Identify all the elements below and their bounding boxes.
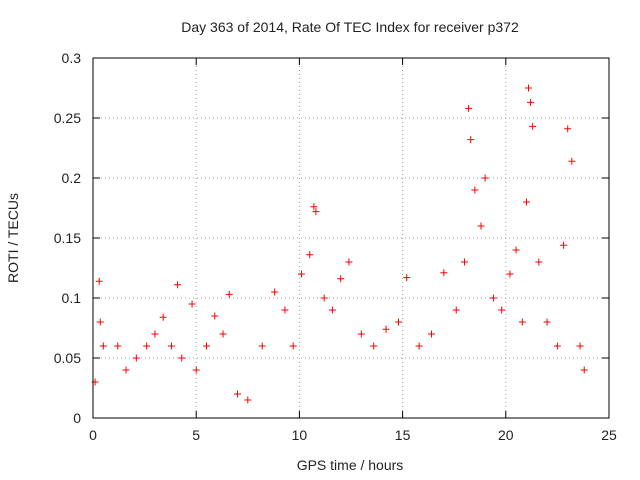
data-point [271,288,279,296]
data-point [320,294,328,302]
axis-ticks: 0 5 10 15 20 25 0 0.05 0.1 0.15 0.2 0.25 0.3 [54,50,617,443]
data-point [310,203,318,211]
data-point [96,318,104,326]
data-point [394,318,402,326]
data-point [529,122,537,130]
data-point [312,208,320,216]
data-point [370,342,378,350]
data-point [99,342,107,350]
x-tick-label: 25 [601,427,617,443]
y-tick-label: 0 [73,410,81,426]
x-tick-label: 5 [192,427,200,443]
data-point [281,306,289,314]
data-point [143,342,151,350]
data-point [522,198,530,206]
data-point [306,251,314,259]
data-point [527,98,535,106]
data-point [525,84,533,92]
data-point [440,269,448,277]
data-points [91,84,588,404]
data-point [178,354,186,362]
data-point [568,157,576,165]
data-point [553,342,561,350]
y-tick-label: 0.1 [62,290,82,306]
data-point [132,354,140,362]
data-point [167,342,175,350]
data-point [465,104,473,112]
data-point [328,306,336,314]
data-point [95,277,103,285]
y-tick-label: 0.2 [62,170,82,186]
data-point [258,342,266,350]
data-point [297,270,305,278]
data-point [512,246,520,254]
data-point [244,396,252,404]
y-tick-label: 0.15 [54,230,81,246]
data-point [114,342,122,350]
data-point [192,366,200,374]
data-point [576,342,584,350]
data-point [151,330,159,338]
data-point [518,318,526,326]
data-point [564,125,572,133]
data-point [382,325,390,333]
data-point [471,186,479,194]
plot-frame [92,57,610,419]
data-point [415,342,423,350]
data-point [219,330,227,338]
data-point [467,136,475,144]
x-axis-label: GPS time / hours [297,457,404,473]
y-tick-label: 0.3 [62,50,82,66]
data-point [159,313,167,321]
data-point [357,330,365,338]
x-tick-label: 0 [89,427,97,443]
y-tick-label: 0.05 [54,350,81,366]
x-tick-label: 15 [395,427,411,443]
data-point [506,270,514,278]
data-point [345,258,353,266]
data-point [481,174,489,182]
data-point [337,275,345,283]
y-axis-label: ROTI / TECUs [5,193,21,283]
data-point [211,312,219,320]
data-point [122,366,130,374]
data-point [225,290,233,298]
data-point [427,330,435,338]
data-point [543,318,551,326]
data-point [461,258,469,266]
chart-title: Day 363 of 2014, Rate Of TEC Index for r… [181,19,519,35]
data-point [233,390,241,398]
data-point [535,258,543,266]
data-point [203,342,211,350]
data-point [174,281,182,289]
data-point [452,306,460,314]
data-point [403,274,411,282]
data-point [560,241,568,249]
data-point [489,294,497,302]
data-point [289,342,297,350]
data-point [580,366,588,374]
data-point [477,222,485,230]
y-tick-label: 0.25 [54,110,81,126]
grid [93,58,609,418]
x-tick-label: 20 [498,427,514,443]
x-tick-label: 10 [292,427,308,443]
data-point [188,300,196,308]
data-point [498,306,506,314]
